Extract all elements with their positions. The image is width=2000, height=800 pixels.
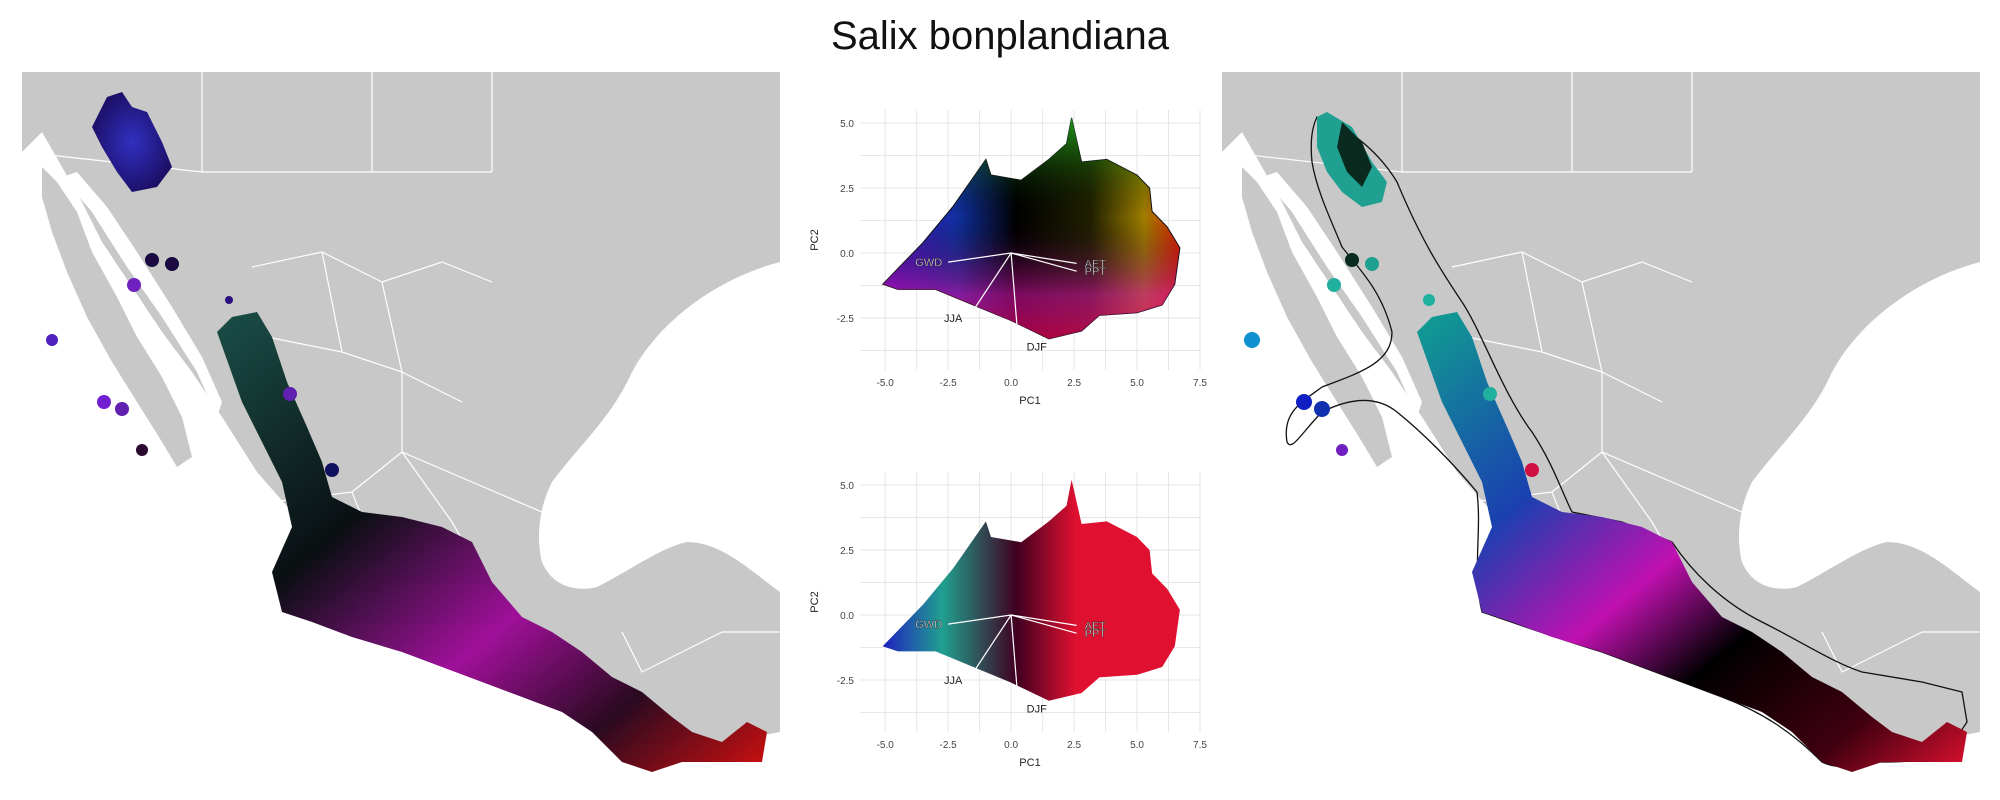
loading-arrow bbox=[948, 614, 1012, 625]
loading-arrow bbox=[1011, 252, 1077, 264]
arrow-label: PPT bbox=[1085, 628, 1107, 640]
occurrence-dot bbox=[1483, 387, 1497, 401]
y-tick-label: 2.5 bbox=[840, 546, 854, 557]
x-ticks: -5.0 -2.5 0.0 2.5 5.0 7.5 bbox=[877, 740, 1208, 751]
y-tick-label: 0.0 bbox=[840, 611, 854, 622]
occurrence-dot bbox=[1244, 332, 1260, 348]
range-arizona bbox=[92, 92, 172, 192]
occurrence-dot bbox=[325, 463, 339, 477]
x-tick-label: 7.5 bbox=[1193, 740, 1207, 751]
y-tick-label: -2.5 bbox=[837, 676, 855, 687]
occurrence-dot bbox=[1345, 253, 1359, 267]
range-sierra-madre bbox=[217, 312, 767, 772]
y-tick-label: 5.0 bbox=[840, 119, 854, 130]
occurrence-dot bbox=[1423, 294, 1435, 306]
arrow-label: AET bbox=[1085, 620, 1107, 632]
x-tick-label: -2.5 bbox=[940, 740, 958, 751]
occurrence-dot bbox=[1296, 394, 1312, 410]
y-ticks: 5.0 2.5 0.0 -2.5 bbox=[837, 481, 855, 687]
x-tick-label: 2.5 bbox=[1067, 740, 1081, 751]
occurrence-dot bbox=[136, 444, 148, 456]
x-ticks: -5.0 -2.5 0.0 2.5 5.0 7.5 bbox=[877, 378, 1208, 389]
loading-arrow bbox=[1010, 614, 1077, 634]
y-axis-label: PC2 bbox=[809, 591, 821, 612]
arrow-label: GWD bbox=[915, 257, 942, 269]
occurrence-dot bbox=[1336, 444, 1348, 456]
pacific-ocean bbox=[1222, 132, 1980, 782]
baja-peninsula bbox=[1242, 167, 1392, 467]
y-tick-label: -2.5 bbox=[837, 314, 855, 325]
occurrence-dot bbox=[225, 296, 233, 304]
occurrence-dot bbox=[127, 278, 141, 292]
occurrence-dot bbox=[1327, 278, 1341, 292]
pacific-ocean bbox=[22, 132, 780, 782]
x-tick-label: 5.0 bbox=[1130, 378, 1144, 389]
baja-peninsula bbox=[42, 167, 192, 467]
occurrence-dots bbox=[46, 253, 339, 477]
loading-arrow bbox=[948, 252, 1012, 263]
occurrence-dot bbox=[165, 257, 179, 271]
x-tick-label: -5.0 bbox=[877, 740, 895, 751]
arrow-label: AET bbox=[1085, 258, 1107, 270]
arrow-label: GWD bbox=[915, 619, 942, 631]
point-cloud-overlay bbox=[882, 117, 1180, 339]
state-borders bbox=[1222, 72, 1980, 673]
range-sierra-madre bbox=[1417, 312, 1967, 772]
occurrence-dot bbox=[1314, 401, 1330, 417]
loading-arrow bbox=[967, 614, 1012, 681]
loading-arrow bbox=[1010, 614, 1020, 709]
occurrence-dot bbox=[97, 395, 111, 409]
x-axis-label: PC1 bbox=[1019, 757, 1040, 769]
gulf-of-mexico bbox=[1739, 262, 1980, 592]
left-map bbox=[22, 72, 780, 782]
x-tick-label: 5.0 bbox=[1130, 740, 1144, 751]
x-tick-label: 0.0 bbox=[1004, 740, 1018, 751]
loading-arrow bbox=[1010, 252, 1020, 347]
arrow-label: DJF bbox=[1027, 704, 1047, 716]
loading-arrow bbox=[1011, 614, 1077, 626]
x-tick-label: -2.5 bbox=[940, 378, 958, 389]
arrow-label: JJA bbox=[944, 313, 963, 325]
arrow-label: DJF bbox=[1027, 342, 1047, 354]
loading-arrow bbox=[967, 252, 1012, 319]
x-tick-label: 0.0 bbox=[1004, 378, 1018, 389]
state-borders bbox=[22, 72, 780, 673]
occurrence-dot bbox=[1365, 257, 1379, 271]
y-tick-label: 5.0 bbox=[840, 481, 854, 492]
occurrence-dot bbox=[115, 402, 129, 416]
occurrence-dot bbox=[1525, 463, 1539, 477]
loading-arrow bbox=[1010, 252, 1077, 272]
arrow-label: JJA bbox=[944, 675, 963, 687]
y-axis-label: PC2 bbox=[809, 229, 821, 250]
occurrence-dot bbox=[283, 387, 297, 401]
occurrence-dot bbox=[145, 253, 159, 267]
x-axis-label: PC1 bbox=[1019, 395, 1040, 407]
gulf-of-mexico bbox=[539, 262, 780, 592]
right-map bbox=[1222, 72, 1980, 782]
x-tick-label: 2.5 bbox=[1067, 378, 1081, 389]
y-tick-label: 0.0 bbox=[840, 249, 854, 260]
x-tick-label: -5.0 bbox=[877, 378, 895, 389]
range-arizona-core bbox=[1337, 122, 1372, 187]
point-cloud bbox=[882, 479, 1180, 701]
occurrence-dots bbox=[1244, 253, 1539, 477]
occurrence-dot bbox=[46, 334, 58, 346]
x-tick-label: 7.5 bbox=[1193, 378, 1207, 389]
arrow-label: PPT bbox=[1085, 266, 1107, 278]
figure-title: Salix bonplandiana bbox=[830, 14, 1170, 58]
y-tick-label: 2.5 bbox=[840, 184, 854, 195]
y-ticks: 5.0 2.5 0.0 -2.5 bbox=[837, 119, 855, 325]
